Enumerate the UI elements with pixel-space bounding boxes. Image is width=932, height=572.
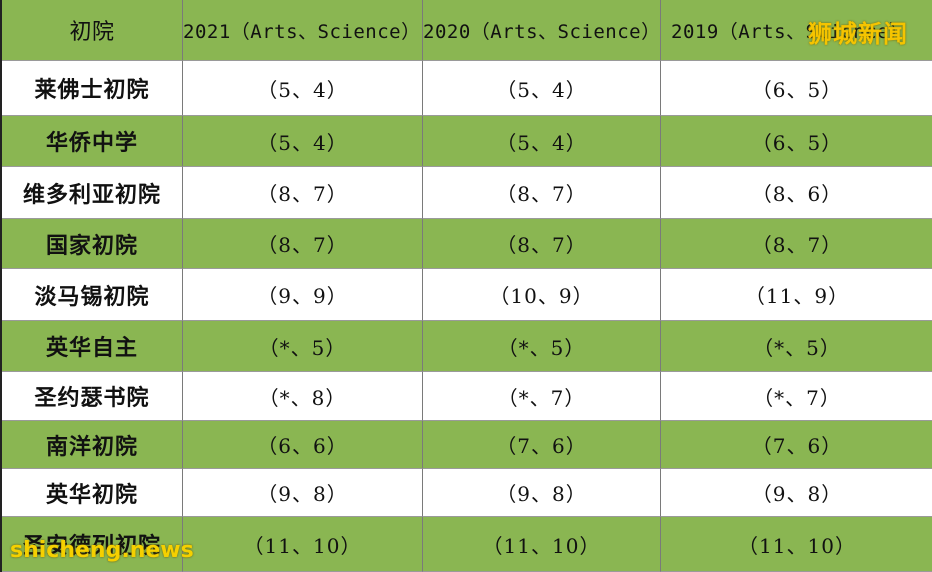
cutoff-2021-cell: （9、8） [183,469,423,517]
cutoff-2021-cell: （8、7） [183,219,423,269]
cutoff-2020-cell: （9、8） [423,469,661,517]
jc-name-cell: 淡马锡初院 [2,269,183,321]
cutoff-2020-cell: （7、6） [423,421,661,469]
cutoff-2021-cell: （9、9） [183,269,423,321]
cutoff-2019-cell: （6、5） [661,61,932,116]
cutoff-2020-cell: （*、5） [423,321,661,372]
jc-name-cell: 华侨中学 [2,116,183,167]
cutoff-2020-cell: （*、7） [423,372,661,421]
header-jc: 初院 [2,0,183,61]
cutoff-2020-cell: （8、7） [423,219,661,269]
jc-name-cell: 国家初院 [2,219,183,269]
cutoff-2021-cell: （6、6） [183,421,423,469]
jc-name-cell: 圣安德列初院 [2,517,183,572]
cutoff-2021-cell: （*、5） [183,321,423,372]
jc-name-cell: 莱佛士初院 [2,61,183,116]
header-2021: 2021（Arts、Science） [183,0,423,61]
cutoff-2020-cell: （10、9） [423,269,661,321]
cutoff-2019-cell: （7、6） [661,421,932,469]
watermark-bottom: shicheng.news [10,538,194,563]
cutoff-2021-cell: （11、10） [183,517,423,572]
cutoff-2021-cell: （5、4） [183,61,423,116]
jc-name-cell: 圣约瑟书院 [2,372,183,421]
jc-name-cell: 英华自主 [2,321,183,372]
cutoff-2021-cell: （*、8） [183,372,423,421]
header-2020: 2020（Arts、Science） [423,0,661,61]
watermark-top: 狮城新闻 [808,20,908,48]
cutoff-2020-cell: （8、7） [423,167,661,219]
cutoff-2020-cell: （11、10） [423,517,661,572]
cutoff-2021-cell: （5、4） [183,116,423,167]
cutoff-2019-cell: （6、5） [661,116,932,167]
cutoff-2019-cell: （11、10） [661,517,932,572]
jc-name-cell: 英华初院 [2,469,183,517]
cutoff-2019-cell: （*、5） [661,321,932,372]
header-2019: 2019（Arts、Science） [661,0,932,61]
jc-name-cell: 维多利亚初院 [2,167,183,219]
cutoff-2019-cell: （11、9） [661,269,932,321]
cutoff-2019-cell: （9、8） [661,469,932,517]
jc-name-cell: 南洋初院 [2,421,183,469]
cutoff-2021-cell: （8、7） [183,167,423,219]
cutoff-2019-cell: （8、6） [661,167,932,219]
cutoff-2019-cell: （*、7） [661,372,932,421]
cutoff-2020-cell: （5、4） [423,61,661,116]
cutoff-2020-cell: （5、4） [423,116,661,167]
cutoff-2019-cell: （8、7） [661,219,932,269]
